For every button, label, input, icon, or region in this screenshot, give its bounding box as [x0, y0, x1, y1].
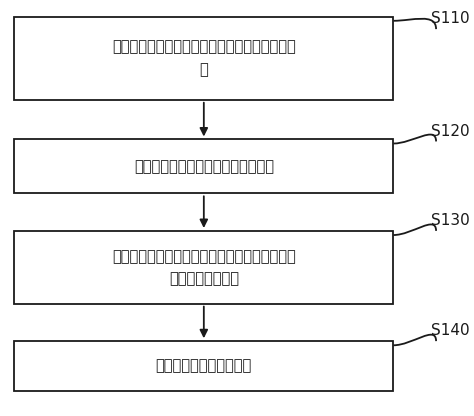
Text: 当第一测试数据校对通过时，根据第一测试数据
确定第二测试数据: 当第一测试数据校对通过时，根据第一测试数据 确定第二测试数据 [112, 249, 296, 286]
Text: S130: S130 [431, 213, 470, 228]
Bar [14, 17, 393, 100]
Text: S120: S120 [431, 124, 470, 139]
Text: S140: S140 [431, 323, 470, 338]
Bar [14, 231, 393, 304]
Text: 根据数据校对信息校对第一测试数据: 根据数据校对信息校对第一测试数据 [134, 159, 274, 174]
Text: 获取数据校对信息和测试设备输出的第一测试数
据: 获取数据校对信息和测试设备输出的第一测试数 据 [112, 40, 296, 77]
Text: S110: S110 [431, 11, 470, 26]
Bar [14, 341, 393, 391]
Bar [14, 139, 393, 193]
Text: 向用户发送第二测试数据: 向用户发送第二测试数据 [155, 359, 252, 374]
